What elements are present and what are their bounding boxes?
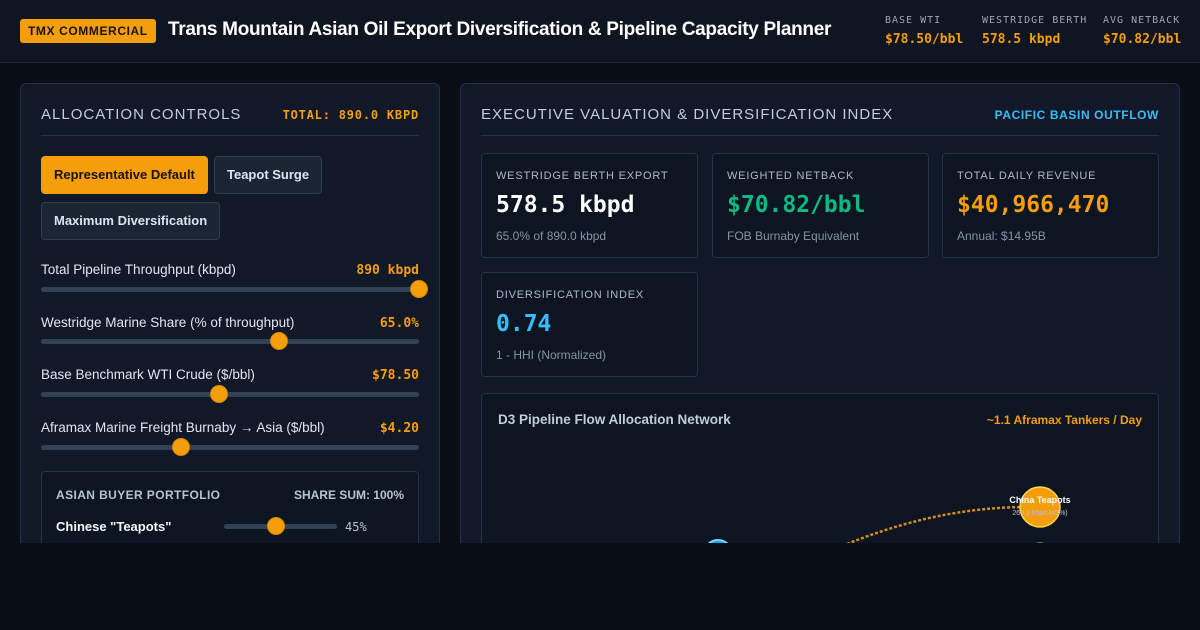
- slider-label-wti: Base Benchmark WTI Crude ($/bbl): [41, 367, 255, 382]
- wti-slider-track[interactable]: [41, 385, 419, 403]
- stat-value: $78.50/bbl: [885, 32, 964, 47]
- freight-slider-track[interactable]: [41, 438, 419, 456]
- panel-title: EXECUTIVE VALUATION & DIVERSIFICATION IN…: [481, 106, 894, 123]
- slider-label-westridge-share: Westridge Marine Share (% of throughput): [41, 315, 295, 330]
- total-throughput-label: TOTAL: 890.0 KBPD: [282, 108, 419, 122]
- panel-title: ALLOCATION CONTROLS: [41, 106, 242, 123]
- flow-link-china-teapots: [846, 505, 1038, 546]
- preset-teapot-surge-button[interactable]: Teapot Surge: [214, 156, 323, 194]
- tanker-rate-label: ~1.1 Aframax Tankers / Day: [986, 413, 1142, 427]
- stat-label: WESTRIDGE BERTH: [982, 15, 1088, 26]
- kpi-value: 0.74: [496, 311, 552, 337]
- executive-valuation-panel: EXECUTIVE VALUATION & DIVERSIFICATION IN…: [460, 83, 1180, 553]
- allocation-controls-panel: ALLOCATION CONTROLS TOTAL: 890.0 KBPD Re…: [20, 83, 440, 553]
- stat-value: 578.5 kbpd: [982, 32, 1061, 47]
- network-graph: China Teapots 260.3 kbpd (45%): [703, 486, 1071, 552]
- stat-avg-netback: AVG NETBACK $70.82/bbl: [1103, 15, 1181, 47]
- buyer-share-slider-thumb[interactable]: [266, 517, 285, 535]
- portfolio-title: ASIAN BUYER PORTFOLIO: [56, 488, 221, 502]
- divider: [41, 135, 419, 136]
- wti-slider-thumb[interactable]: [209, 385, 228, 403]
- buyer-share-slider-track[interactable]: [224, 517, 337, 535]
- kpi-weighted-netback: WEIGHTED NETBACK $70.82/bbl FOB Burnaby …: [712, 153, 929, 258]
- westridge-share-slider-thumb[interactable]: [270, 332, 289, 350]
- china-teapots-node[interactable]: [1019, 486, 1061, 528]
- pipeline-flow-network: D3 Pipeline Flow Allocation Network ~1.1…: [481, 393, 1159, 552]
- slider-value-freight: $4.20: [379, 421, 419, 436]
- kpi-label: WESTRIDGE BERTH EXPORT: [496, 170, 669, 182]
- asian-buyer-portfolio: ASIAN BUYER PORTFOLIO SHARE SUM: 100% Ch…: [41, 471, 419, 552]
- kpi-value: 578.5 kbpd: [496, 192, 635, 218]
- kpi-westridge-berth-export: WESTRIDGE BERTH EXPORT 578.5 kbpd 65.0% …: [481, 153, 698, 258]
- westridge-share-slider-track[interactable]: [41, 332, 419, 350]
- slider-label-throughput: Total Pipeline Throughput (kbpd): [41, 262, 236, 277]
- kpi-sub: 65.0% of 890.0 kbpd: [496, 229, 607, 243]
- kpi-sub: FOB Burnaby Equivalent: [727, 229, 860, 243]
- kpi-diversification-index: DIVERSIFICATION INDEX 0.74 1 - HHI (Norm…: [481, 272, 698, 377]
- kpi-label: DIVERSIFICATION INDEX: [496, 289, 644, 301]
- viewport-bottom: [0, 543, 1200, 630]
- slider-label-freight: Aframax Marine Freight Burnaby → Asia ($…: [41, 420, 325, 435]
- china-teapots-node-label: China Teapots: [1009, 495, 1070, 505]
- stat-label: BASE WTI: [885, 15, 942, 26]
- china-teapots-node-sub: 260.3 kbpd (45%): [1012, 510, 1067, 517]
- network-title: D3 Pipeline Flow Allocation Network: [498, 412, 731, 427]
- throughput-slider-thumb[interactable]: [410, 280, 428, 298]
- brand-badge: TMX COMMERCIAL: [20, 19, 156, 43]
- kpi-label: TOTAL DAILY REVENUE: [957, 170, 1097, 182]
- app-title: Trans Mountain Asian Oil Export Diversif…: [168, 19, 832, 40]
- top-bar: TMX COMMERCIAL Trans Mountain Asian Oil …: [0, 0, 1200, 63]
- pacific-basin-outflow-tag: PACIFIC BASIN OUTFLOW: [994, 108, 1159, 122]
- kpi-sub: Annual: $14.95B: [957, 229, 1046, 243]
- preset-representative-default-button[interactable]: Representative Default: [41, 156, 208, 194]
- preset-maximum-diversification-button[interactable]: Maximum Diversification: [41, 202, 221, 240]
- buyer-share-value: 45%: [345, 520, 367, 534]
- throughput-slider-track[interactable]: [41, 280, 428, 298]
- stat-base-wti: BASE WTI $78.50/bbl: [885, 15, 963, 47]
- kpi-label: WEIGHTED NETBACK: [727, 170, 855, 182]
- portfolio-share-sum: SHARE SUM: 100%: [293, 488, 404, 502]
- kpi-value: $70.82/bbl: [727, 192, 866, 218]
- divider: [481, 135, 1159, 136]
- buyer-name: Chinese "Teapots": [56, 519, 172, 534]
- slider-value-throughput: 890 kbpd: [356, 263, 419, 278]
- stat-westridge-berth: WESTRIDGE BERTH 578.5 kbpd: [982, 15, 1087, 47]
- kpi-sub: 1 - HHI (Normalized): [496, 348, 607, 362]
- slider-value-wti: $78.50: [372, 368, 419, 383]
- kpi-value: $40,966,470: [957, 192, 1110, 218]
- freight-slider-thumb[interactable]: [171, 438, 190, 456]
- slider-value-westridge-share: 65.0%: [379, 316, 419, 331]
- stat-label: AVG NETBACK: [1103, 15, 1181, 26]
- kpi-total-daily-revenue: TOTAL DAILY REVENUE $40,966,470 Annual: …: [942, 153, 1159, 258]
- stat-value: $70.82/bbl: [1103, 32, 1182, 47]
